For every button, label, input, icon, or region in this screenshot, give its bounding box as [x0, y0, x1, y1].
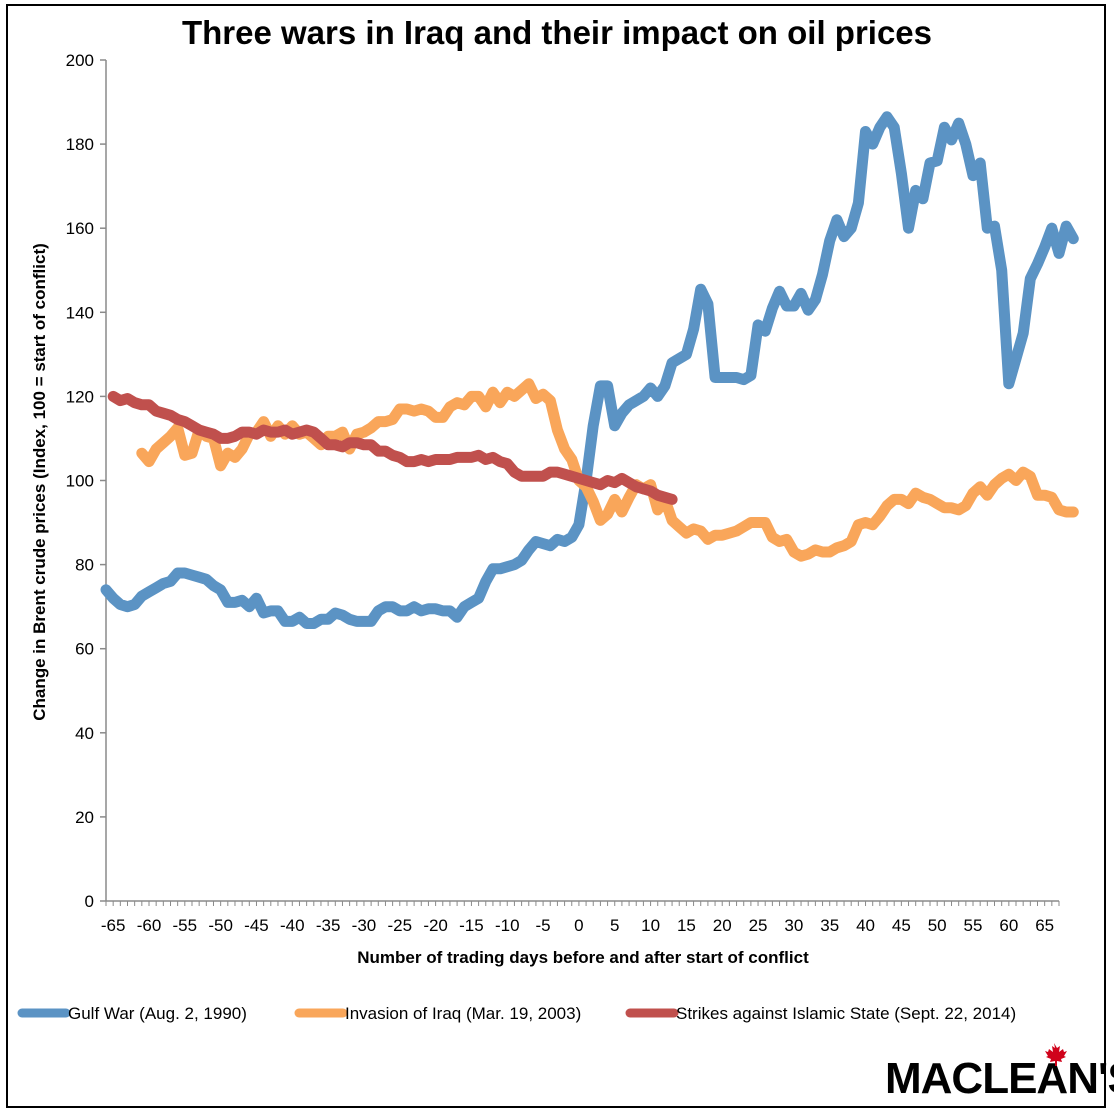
series-layer: [100, 111, 1079, 629]
y-tick-label: 20: [75, 808, 94, 827]
x-tick-label: 5: [610, 916, 619, 935]
x-tick-label: 35: [820, 916, 839, 935]
chart-frame: [6, 4, 1106, 1108]
chart-title: Three wars in Iraq and their impact on o…: [181, 14, 933, 51]
y-tick-label: 200: [66, 51, 94, 70]
y-axis: 0 20 40 60 80 100 120 140 160 180 200: [66, 51, 107, 911]
y-axis-label: Change in Brent crude prices (Index, 100…: [30, 243, 49, 721]
x-tick-label: 65: [1035, 916, 1054, 935]
legend-label: Gulf War (Aug. 2, 1990): [68, 1004, 247, 1023]
x-tick-label: 60: [999, 916, 1018, 935]
macleans-logo: MACLEAN'S: [885, 1043, 1114, 1103]
y-tick-label: 140: [66, 303, 94, 322]
y-tick-label: 160: [66, 219, 94, 238]
x-tick-label: -25: [387, 916, 412, 935]
y-tick-label: 80: [75, 556, 94, 575]
x-tick-label: -55: [173, 916, 198, 935]
x-tick-label: 40: [856, 916, 875, 935]
x-tick-label: -40: [280, 916, 305, 935]
legend-label: Strikes against Islamic State (Sept. 22,…: [676, 1004, 1016, 1023]
x-tick-label: 45: [892, 916, 911, 935]
series-line-2: [107, 390, 678, 505]
x-tick-label: 25: [749, 916, 768, 935]
maple-leaf-icon: [1045, 1043, 1067, 1066]
x-tick-label: -60: [137, 916, 162, 935]
x-tick-label: -5: [536, 916, 551, 935]
x-tick-label: 55: [964, 916, 983, 935]
x-tick-label: -65: [101, 916, 126, 935]
y-tick-label: 180: [66, 135, 94, 154]
x-tick-label: -20: [423, 916, 448, 935]
x-tick-label: 15: [677, 916, 696, 935]
logo-wordmark: MACLEAN'S: [885, 1054, 1114, 1103]
x-tick-label: -50: [208, 916, 233, 935]
x-tick-label: 30: [784, 916, 803, 935]
y-tick-label: 0: [85, 892, 94, 911]
x-tick-label: -15: [459, 916, 484, 935]
x-tick-label: -30: [352, 916, 377, 935]
y-tick-label: 100: [66, 472, 94, 491]
x-axis-label: Number of trading days before and after …: [357, 948, 809, 967]
y-tick-label: 60: [75, 640, 94, 659]
series-line-0: [100, 111, 1079, 629]
y-tick-label: 40: [75, 724, 94, 743]
x-tick-label: 0: [574, 916, 583, 935]
x-tick-label: 50: [928, 916, 947, 935]
x-tick-label: 20: [713, 916, 732, 935]
x-tick-label: -10: [495, 916, 520, 935]
x-tick-label: 10: [641, 916, 660, 935]
y-tick-label: 120: [66, 387, 94, 406]
legend: Gulf War (Aug. 2, 1990) Invasion of Iraq …: [17, 1004, 1016, 1023]
x-tick-label: -35: [316, 916, 341, 935]
x-tick-label: -45: [244, 916, 269, 935]
legend-label: Invasion of Iraq (Mar. 19, 2003): [345, 1004, 581, 1023]
x-axis: -65 -60 -55 -50 -45 -40 -35 -30 -25 -20 -15 -10 -5 0 5…: [101, 900, 1060, 935]
